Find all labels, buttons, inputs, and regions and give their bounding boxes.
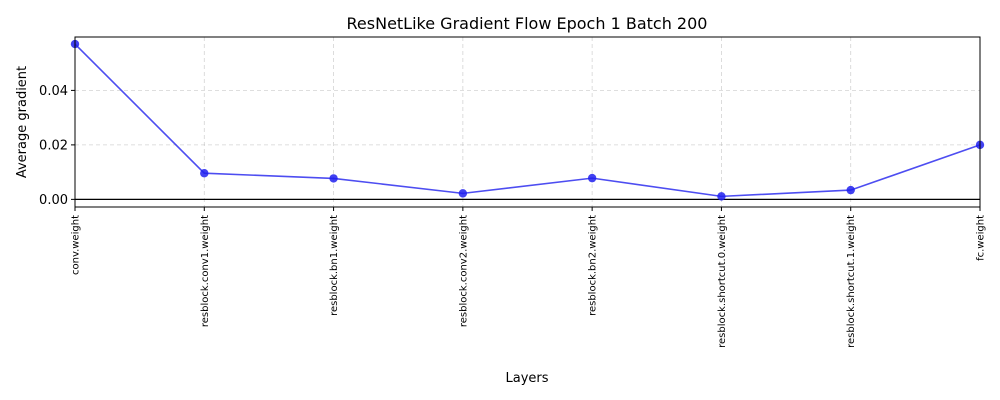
x-axis-ticks: conv.weight resblock.conv1.weight resblock… [71,207,987,348]
data-point [717,192,726,201]
chart-title: ResNetLike Gradient Flow Epoch 1 Batch 2… [347,14,708,33]
x-tick-label: resblock.bn1.weight [329,215,340,316]
grid [74,37,981,207]
y-axis-ticks: 0.00 0.02 0.04 [39,84,75,208]
y-axis-label: Average gradient [15,66,30,178]
plot-frame [74,36,981,208]
x-tick-label: resblock.conv1.weight [200,215,211,327]
y-tick-label: 0.02 [39,138,68,153]
y-tick-label: 0.04 [39,84,68,99]
series-layer [70,39,985,201]
series-line [74,43,981,198]
data-point [329,174,338,183]
data-point [587,173,597,183]
data-point [846,185,855,195]
x-tick-label: resblock.shortcut.0.weight [717,215,728,348]
x-tick-label: resblock.conv2.weight [458,215,469,327]
x-tick-label: resblock.bn2.weight [588,215,599,316]
x-axis-label: Layers [505,371,548,386]
x-tick-label: resblock.shortcut.1.weight [846,215,857,348]
x-tick-label: conv.weight [71,215,82,275]
data-point [200,169,209,178]
x-tick-label: fc.weight [976,215,987,261]
y-tick-label: 0.00 [39,193,68,208]
data-point [458,189,468,198]
